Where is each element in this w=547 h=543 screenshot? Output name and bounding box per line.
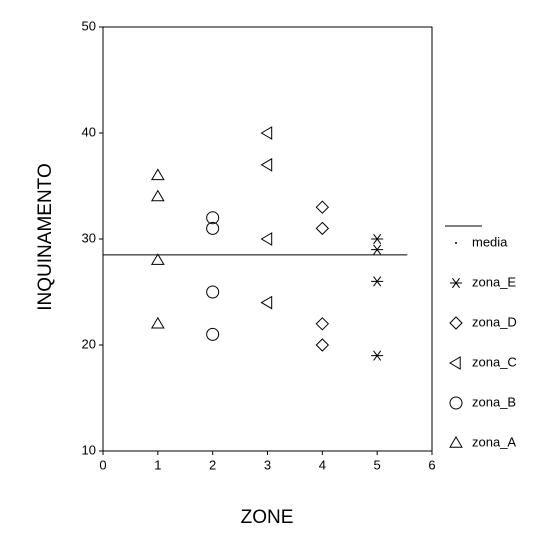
legend-label: zona_C [472,354,517,369]
marker [450,277,462,289]
y-tick-label: 30 [82,230,96,245]
marker [449,356,461,370]
marker [449,396,463,410]
legend-label: zona_E [472,274,516,289]
x-tick-label: 1 [154,457,161,472]
x-tick-label: 4 [319,457,326,472]
legend-label: media [472,234,508,249]
marker [150,253,165,265]
marker [206,221,220,235]
marker [150,189,165,202]
marker [371,233,384,245]
y-tick-label: 50 [82,18,96,33]
marker [150,316,165,329]
x-tick-label: 5 [374,457,381,472]
y-axis-title: INQUINAMENTO [35,163,56,310]
y-tick-label: 40 [82,124,96,139]
y-tick-label: 20 [82,336,96,351]
marker [260,157,273,172]
marker [260,295,273,310]
x-tick-label: 3 [264,457,271,472]
marker [315,317,330,331]
marker [206,211,220,225]
marker [371,276,384,287]
marker [315,338,330,352]
marker [371,244,384,255]
y-tick-label: 10 [82,442,96,457]
marker [150,168,165,181]
x-tick-label: 2 [209,457,216,472]
marker [315,221,330,236]
marker [206,285,220,299]
legend-marker [455,242,457,244]
marker [449,436,463,448]
legend-label: zona_A [472,434,516,449]
marker [371,350,384,361]
marker [315,200,330,214]
marker [260,232,273,246]
x-axis-title: ZONE [241,507,294,528]
marker [449,316,463,330]
x-tick-label: 0 [99,457,106,472]
marker [206,327,220,341]
legend-label: zona_D [472,314,517,329]
x-tick-label: 6 [428,457,435,472]
legend-label: zona_B [472,394,516,409]
marker [260,126,273,140]
